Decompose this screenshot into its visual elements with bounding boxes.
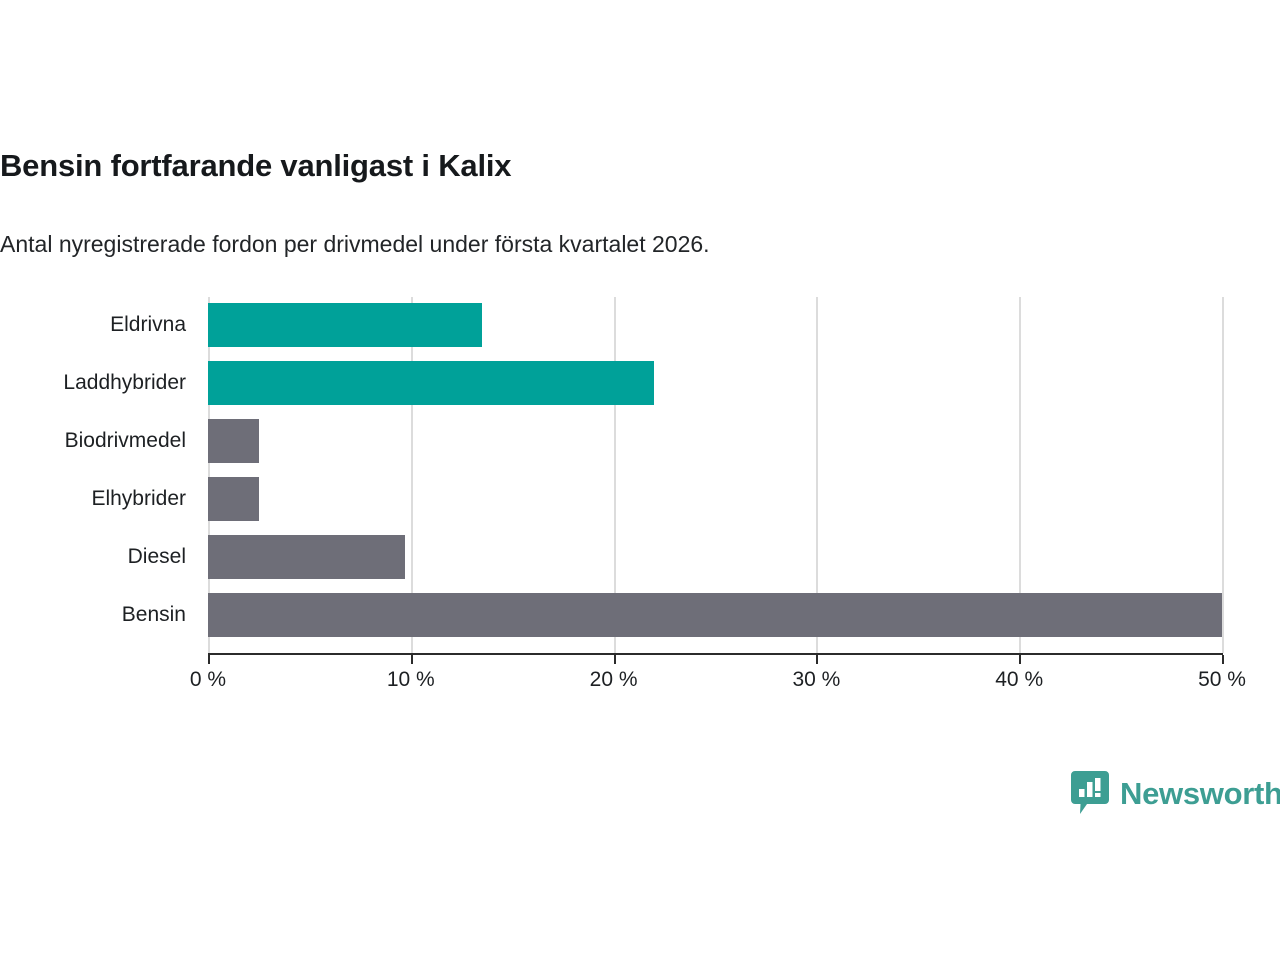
x-axis-tick [208,655,210,664]
plot-area [208,297,1224,653]
y-axis-category-label: Biodrivmedel [64,429,186,452]
chart-subtitle: Antal nyregistrerade fordon per drivmede… [0,231,710,257]
gridline [816,297,819,653]
x-axis-tick-label: 40 % [995,668,1044,691]
y-axis-category-label: Eldrivna [110,313,186,336]
x-axis-tick [816,655,819,664]
x-axis-tick-label: 30 % [792,668,841,691]
bar [208,535,405,579]
page-title: Bensin fortfarande vanligast i Kalix [0,148,512,183]
gridline [410,297,413,653]
bar [208,477,259,521]
bar-chart-speech-bubble-icon [1071,771,1109,815]
y-axis-category-label: Diesel [127,545,186,568]
x-axis-tick [410,655,413,664]
gridline [613,297,616,653]
newsworthy-wordmark: Newsworthy [1120,775,1280,811]
gridline [208,297,210,653]
x-axis-tick-label: 20 % [589,668,638,691]
y-axis-category-label: Elhybrider [91,487,186,510]
x-axis-tick [1019,655,1022,664]
bar-chart: 0 % 10 % 20 % 30 % 40 % 50 % Eldrivna Laddhybr… [0,290,1280,691]
gridline [1019,297,1022,653]
bar [208,593,1222,637]
newsworthy-logo[interactable]: Newsworthy [1071,771,1280,815]
y-axis-category-label: Laddhybrider [63,371,186,394]
bar [208,361,655,405]
x-axis-line [208,653,1223,655]
x-axis-tick-label: 10 % [386,668,435,691]
bar [208,419,259,463]
x-axis-tick [613,655,616,664]
x-axis-tick-label: 0 % [189,668,227,691]
x-axis-tick-label: 50 % [1198,668,1246,691]
gridline [1222,297,1224,653]
bar [208,303,482,347]
x-axis-tick [1222,655,1224,664]
y-axis-category-label: Bensin [121,603,186,626]
